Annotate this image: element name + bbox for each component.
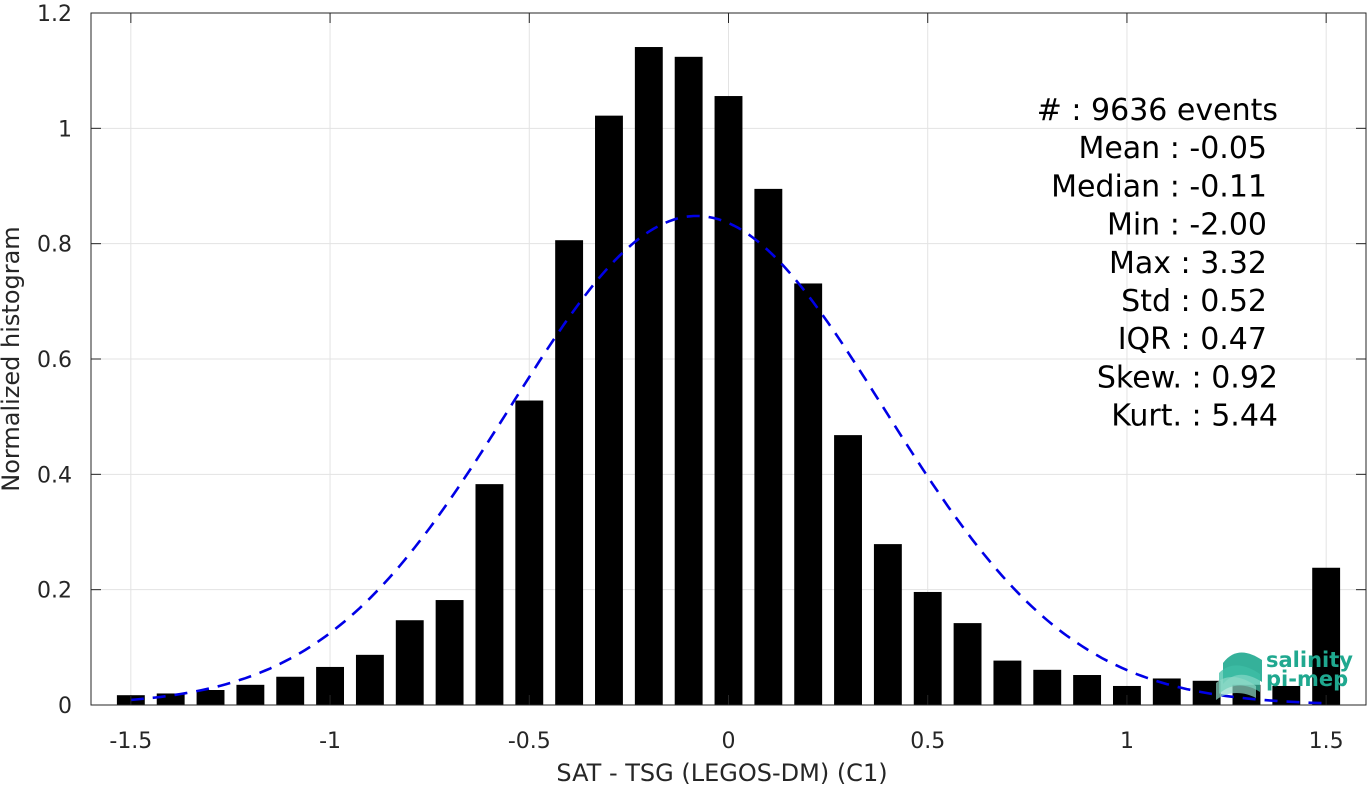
- stat-line-7: Skew. : 0.92: [1097, 360, 1278, 395]
- y-tick-label-6: 1.2: [37, 2, 72, 27]
- stat-line-8: Kurt. : 5.44: [1111, 399, 1278, 434]
- bar-29: [1272, 685, 1301, 705]
- bar-7: [395, 620, 424, 705]
- y-axis-label: Normalized histogram: [0, 226, 25, 491]
- x-axis-label: SAT - TSG (LEGOS-DM) (C1): [556, 759, 887, 785]
- bar-4: [276, 676, 305, 705]
- bar-20: [913, 591, 942, 705]
- stat-line-2: Median : -0.11: [1051, 169, 1267, 204]
- bar-10: [515, 400, 544, 705]
- x-tick-label-1: -1: [319, 729, 341, 754]
- bar-1: [156, 693, 185, 705]
- stat-line-4: Max : 3.32: [1109, 246, 1267, 281]
- y-tick-label-0: 0: [58, 694, 72, 719]
- x-tick-label-6: 1.5: [1309, 729, 1344, 754]
- gaussian-fit-curve: [130, 214, 1327, 705]
- bar-2: [196, 690, 225, 705]
- bar-11: [555, 240, 584, 705]
- bar-23: [1033, 669, 1062, 705]
- logo-line2: pi-mep: [1266, 667, 1348, 691]
- bar-22: [993, 660, 1022, 705]
- y-tick-label-5: 1: [58, 117, 72, 142]
- x-tick-label-5: 1: [1120, 729, 1134, 754]
- wave-logo-icon: [1216, 652, 1262, 700]
- stat-line-5: Std : 0.52: [1121, 284, 1267, 319]
- bar-24: [1073, 675, 1102, 705]
- stat-line-1: Mean : -0.05: [1078, 131, 1267, 166]
- x-tick-label-4: 0.5: [910, 729, 945, 754]
- bar-16: [754, 188, 783, 706]
- stat-line-6: IQR : 0.47: [1118, 322, 1267, 357]
- bar-13: [634, 47, 663, 706]
- x-tick-label-0: -1.5: [109, 729, 152, 754]
- bar-12: [595, 115, 623, 705]
- y-tick-label-4: 0.8: [37, 233, 72, 258]
- y-tick-label-2: 0.4: [37, 463, 72, 488]
- bar-9: [475, 484, 504, 705]
- bar-14: [674, 56, 703, 706]
- bar-21: [953, 623, 982, 705]
- bar-18: [834, 435, 862, 705]
- x-tick-label-2: -0.5: [508, 729, 551, 754]
- stat-line-3: Min : -2.00: [1107, 208, 1267, 243]
- y-tick-label-1: 0.2: [37, 579, 72, 604]
- salinity-pi-mep-logo: salinity pi-mep: [1216, 648, 1353, 700]
- bar-19: [873, 544, 902, 705]
- bar-15: [714, 96, 743, 706]
- stat-line-0: # : 9636 events: [1037, 93, 1278, 128]
- bar-3: [236, 684, 265, 705]
- logo-line1: salinity: [1266, 648, 1353, 672]
- x-tick-label-3: 0: [722, 729, 736, 754]
- bar-6: [355, 654, 384, 705]
- y-tick-label-3: 0.6: [37, 348, 72, 373]
- axes: -1.5 -1 -0.5 0 0.5 1 1.5 0 0.2 0.4 0.6 0.8 1 1.2: [37, 2, 1366, 754]
- bar-17: [794, 283, 823, 705]
- bar-8: [435, 600, 464, 705]
- bar-30: [1312, 567, 1341, 705]
